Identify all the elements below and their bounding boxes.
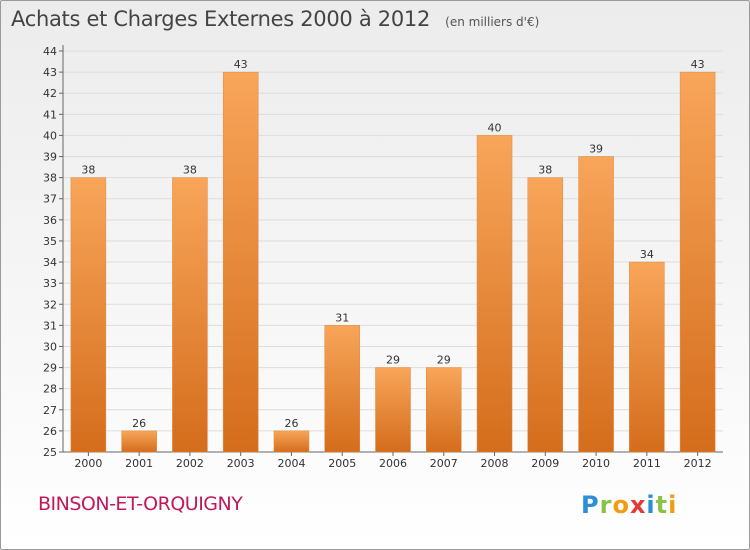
x-tick-label: 2009 (531, 457, 559, 470)
y-tick-label: 41 (43, 108, 57, 121)
bar (324, 325, 360, 453)
logo-letter: o (612, 491, 630, 519)
y-tick-label: 42 (43, 87, 57, 100)
y-tick-label: 39 (43, 151, 57, 164)
bar (273, 430, 310, 453)
x-tick-label: 2006 (379, 457, 407, 470)
y-tick-label: 44 (43, 45, 57, 58)
logo-letter: i (646, 491, 656, 519)
y-tick-label: 35 (43, 235, 57, 248)
y-tick-label: 40 (43, 129, 57, 142)
title-row: Achats et Charges Externes 2000 à 2012 (… (11, 7, 539, 31)
bar-value-label: 43 (691, 58, 705, 71)
y-tick-label: 27 (43, 404, 57, 417)
bar-value-label: 31 (335, 311, 349, 324)
x-tick-label: 2005 (328, 457, 356, 470)
bar (527, 177, 564, 453)
x-tick-label: 2012 (684, 457, 712, 470)
logo-letter: t (655, 491, 669, 519)
bar-value-label: 29 (386, 354, 400, 367)
bar (426, 367, 462, 453)
y-tick-label: 26 (43, 425, 57, 438)
bar-value-label: 38 (538, 164, 552, 177)
bar (70, 177, 107, 453)
x-tick-label: 2010 (582, 457, 610, 470)
x-tick-label: 2000 (74, 457, 102, 470)
y-tick-label: 25 (43, 446, 57, 459)
bar-value-label: 40 (488, 121, 502, 134)
x-tick-label: 2003 (227, 457, 255, 470)
bar (679, 71, 716, 453)
x-tick-label: 2002 (176, 457, 204, 470)
y-tick-label: 37 (43, 193, 57, 206)
bar-value-label: 29 (437, 354, 451, 367)
y-tick-label: 43 (43, 66, 57, 79)
bar (629, 261, 665, 453)
y-tick-label: 32 (43, 298, 57, 311)
bar (476, 135, 513, 453)
chart-title: Achats et Charges Externes 2000 à 2012 (11, 7, 431, 31)
x-tick-label: 2004 (277, 457, 305, 470)
x-tick-label: 2007 (430, 457, 458, 470)
bar-value-label: 26 (284, 417, 298, 430)
x-tick-label: 2001 (125, 457, 153, 470)
x-tick-label: 2008 (481, 457, 509, 470)
bar-value-label: 38 (183, 164, 197, 177)
bar-value-label: 39 (589, 143, 603, 156)
bar (578, 156, 614, 453)
logo-letter: P (581, 491, 600, 519)
y-tick-label: 31 (43, 319, 57, 332)
bar-value-label: 34 (640, 248, 654, 261)
logo-letter: r (599, 491, 613, 519)
y-tick-label: 36 (43, 214, 57, 227)
y-tick-label: 34 (43, 256, 57, 269)
logo-letter: i (668, 491, 678, 519)
y-tick-label: 29 (43, 362, 57, 375)
bar-value-label: 26 (132, 417, 146, 430)
y-tick-label: 30 (43, 340, 57, 353)
y-tick-label: 38 (43, 172, 57, 185)
bar (172, 177, 208, 453)
logo-letter: x (629, 491, 647, 519)
bar (121, 430, 157, 453)
y-tick-label: 28 (43, 383, 57, 396)
y-tick-label: 33 (43, 277, 57, 290)
commune-name: BINSON-ET-ORQUIGNY (38, 493, 243, 515)
bar (222, 71, 259, 453)
bar-value-label: 38 (81, 164, 95, 177)
proxiti-logo[interactable]: Proxiti (581, 491, 677, 519)
x-tick-label: 2011 (633, 457, 661, 470)
bar (375, 367, 411, 453)
bar-value-label: 43 (234, 58, 248, 71)
chart-unit: (en milliers d'€) (445, 15, 540, 29)
